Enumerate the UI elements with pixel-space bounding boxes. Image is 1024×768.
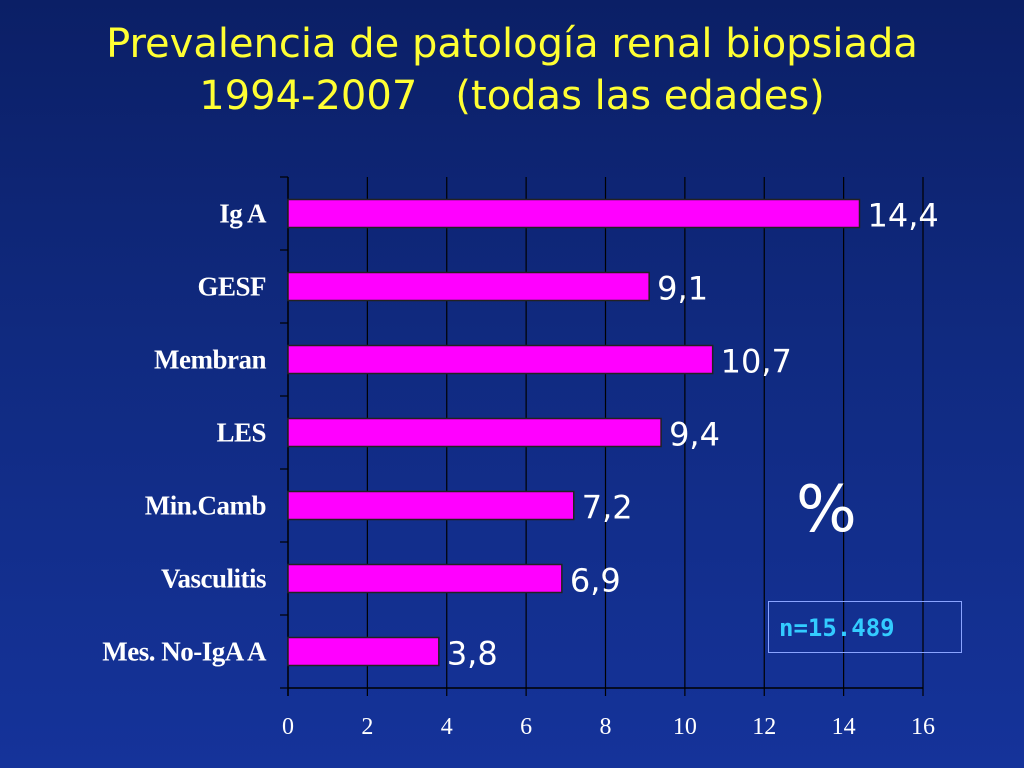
- value-label: 9,1: [657, 270, 708, 308]
- value-label: 7,2: [582, 489, 633, 527]
- bar: [287, 490, 575, 521]
- category-label: Min.Camb: [145, 491, 266, 521]
- category-label: Ig A: [219, 199, 267, 229]
- bar: [287, 344, 714, 375]
- value-label: 14,4: [868, 197, 939, 235]
- value-label: 3,8: [447, 635, 498, 673]
- category-label: Membran: [154, 345, 266, 375]
- title-line-1: Prevalencia de patología renal biopsiada: [106, 21, 918, 67]
- bar: [287, 417, 662, 448]
- sample-size-box: n=15.489: [768, 601, 962, 653]
- category-label: Mes. No-IgA A: [102, 637, 267, 667]
- x-tick-label: 2: [361, 714, 373, 740]
- x-tick-label: 8: [600, 714, 612, 740]
- value-label: 6,9: [570, 562, 621, 600]
- x-tick-label: 14: [832, 714, 856, 740]
- x-tick-label: 4: [441, 714, 453, 740]
- slide-title: Prevalencia de patología renal biopsiada…: [0, 18, 1024, 122]
- x-tick-label: 0: [282, 714, 294, 740]
- title-line-2: 1994-2007 (todas las edades): [199, 73, 825, 119]
- value-label: 10,7: [721, 343, 792, 381]
- x-tick-label: 6: [520, 714, 532, 740]
- x-tick-label: 10: [673, 714, 697, 740]
- bar: [287, 271, 650, 302]
- category-label: GESF: [197, 272, 266, 302]
- category-label: Vasculitis: [161, 564, 266, 594]
- x-tick-label: 16: [911, 714, 935, 740]
- bar: [287, 563, 563, 594]
- bar: [287, 198, 861, 229]
- unit-label: %: [796, 473, 857, 547]
- bar: [287, 636, 440, 667]
- category-label: LES: [216, 418, 266, 448]
- value-label: 9,4: [669, 416, 720, 454]
- x-tick-label: 12: [752, 714, 776, 740]
